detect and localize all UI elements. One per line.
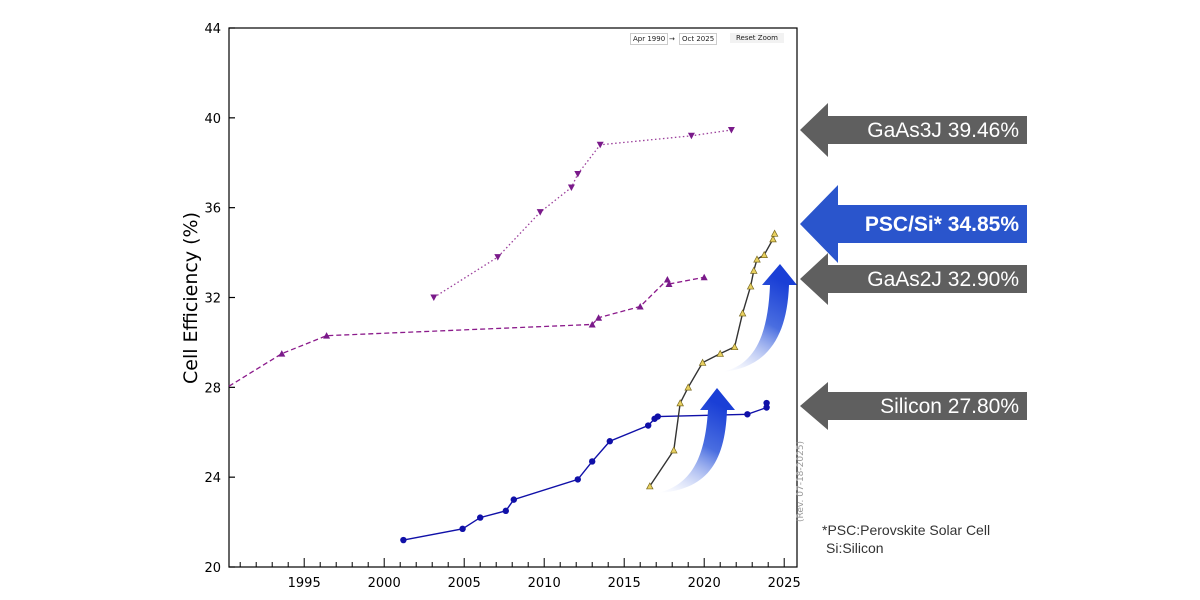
data-point [744, 411, 751, 418]
x-tick-label: 2010 [528, 576, 561, 591]
data-point [763, 399, 770, 407]
x-tick-label: 2020 [688, 576, 721, 591]
data-point [574, 476, 581, 483]
plot-frame [228, 27, 798, 568]
data-point [763, 404, 770, 411]
data-point [716, 349, 724, 357]
data-point [323, 332, 331, 339]
data-point [574, 170, 582, 178]
callout-label: GaAs3J 39.46% [867, 119, 1019, 142]
data-point [746, 282, 755, 290]
curved-arrow-icon [722, 264, 797, 372]
data-point [536, 209, 544, 216]
data-point [698, 358, 707, 366]
series-line-silicon [403, 403, 768, 541]
callout-arrow-3: Silicon 27.80% [800, 382, 1027, 430]
revision-note: (Rev. 07-18-2025) [796, 440, 806, 522]
y-tick-label: 44 [204, 22, 221, 37]
callout-label: GaAs2J 32.90% [867, 268, 1019, 291]
data-point [494, 254, 502, 261]
data-point [663, 276, 671, 283]
data-point [502, 507, 509, 515]
data-point [769, 235, 777, 243]
data-point [606, 438, 613, 445]
data-point [730, 342, 739, 351]
data-point [760, 250, 768, 258]
y-tick-label: 32 [204, 292, 221, 307]
data-point [510, 496, 517, 503]
y-tick-label: 20 [204, 561, 221, 576]
curved-arrow-icon [658, 388, 735, 493]
arrow-left-icon [800, 253, 1027, 305]
series-psc_si [646, 229, 779, 490]
data-point [665, 280, 673, 288]
y-tick-label: 40 [204, 112, 221, 127]
x-tick-label: 2005 [448, 576, 481, 591]
series-line-gaas2j [228, 276, 705, 387]
data-point [687, 132, 695, 140]
data-point [596, 141, 604, 149]
series-gaas2j [228, 273, 708, 387]
callout-arrow-1: PSC/Si* 34.85% [800, 185, 1027, 263]
data-point [430, 294, 438, 301]
data-point [645, 422, 652, 429]
data-point [654, 413, 661, 420]
callout-label: PSC/Si* 34.85% [865, 213, 1019, 236]
callout-arrow-2: GaAs2J 32.90% [800, 253, 1027, 305]
y-tick-label: 24 [204, 471, 221, 486]
data-point [684, 383, 692, 391]
data-point [278, 350, 286, 357]
arrow-left-icon [800, 103, 1027, 157]
footnote-line1: *PSC:Perovskite Solar Cell [822, 522, 991, 538]
callout-label: Silicon 27.80% [880, 395, 1019, 418]
callout-arrow-0: GaAs3J 39.46% [800, 103, 1027, 157]
data-point [595, 314, 603, 321]
x-tick-label: 2015 [608, 576, 641, 591]
arrow-left-icon [800, 382, 1027, 430]
date-range-arrow: → [669, 35, 675, 43]
x-tick-label: 1995 [288, 576, 321, 591]
data-point [636, 302, 644, 310]
data-point [646, 482, 654, 490]
x-tick-label: 2000 [368, 576, 401, 591]
x-tick-label: 2025 [768, 576, 801, 591]
y-axis-label: Cell Efficiency (%) [180, 212, 202, 384]
date-to-field[interactable]: Oct 2025 [679, 33, 718, 45]
data-point [770, 229, 779, 237]
data-point [750, 266, 758, 274]
data-point [676, 399, 684, 407]
reset-zoom-button[interactable]: Reset Zoom [730, 33, 784, 43]
data-point [589, 458, 596, 465]
arrow-left-icon [800, 185, 1027, 263]
data-point [477, 514, 484, 521]
data-point [738, 309, 747, 317]
footnote-line2: Si:Silicon [826, 540, 884, 556]
data-point [727, 126, 735, 134]
date-from-field[interactable]: Apr 1990 [630, 33, 669, 45]
data-point [753, 255, 761, 263]
y-tick-label: 28 [204, 381, 221, 396]
series-line-gaas3j [433, 129, 732, 299]
data-point [670, 446, 678, 454]
series-gaas3j [430, 126, 735, 301]
data-point [700, 273, 708, 281]
y-tick-label: 36 [204, 202, 221, 217]
data-point [459, 525, 466, 533]
data-point [567, 184, 575, 191]
data-point [588, 320, 596, 328]
data-point [400, 536, 407, 544]
series-silicon [400, 399, 770, 544]
